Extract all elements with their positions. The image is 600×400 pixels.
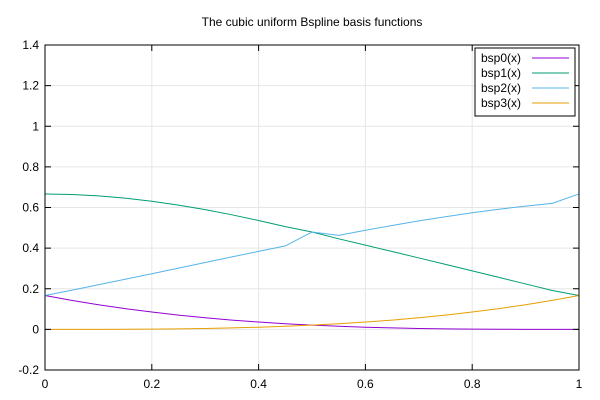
legend-label: bsp2(x): [481, 81, 521, 95]
series-line-bsp2x: [44, 193, 580, 297]
x-tick-label: 0: [42, 377, 49, 391]
y-tick-label: 0.4: [22, 241, 39, 255]
y-tick-label: 1.2: [22, 79, 39, 93]
axis-ticks: 0 0.2 0.4 0.6 0.8 1-0.200.20.40.60.811.21.4: [18, 38, 582, 391]
chart-title: The cubic uniform Bspline basis function…: [202, 15, 423, 29]
legend: bsp0(x)bsp1(x)bsp2(x)bsp3(x): [474, 47, 576, 117]
y-tick-label: 0.6: [22, 201, 39, 215]
x-tick-label: 1: [576, 377, 583, 391]
x-tick-label: 0.8: [464, 377, 481, 391]
series-line-bsp3x: [44, 295, 580, 330]
legend-box: [474, 47, 576, 117]
x-tick-label: 0.6: [357, 377, 374, 391]
legend-label: bsp1(x): [481, 66, 521, 80]
y-tick-label: 0.8: [22, 160, 39, 174]
y-tick-label: 1.4: [22, 38, 39, 52]
x-tick-label: 0.2: [143, 377, 160, 391]
series-lines: [44, 193, 580, 330]
y-tick-label: 1: [32, 119, 39, 133]
legend-label: bsp0(x): [481, 51, 521, 65]
y-tick-label: -0.2: [18, 363, 39, 377]
y-tick-label: 0: [32, 322, 39, 336]
y-tick-label: 0.2: [22, 282, 39, 296]
series-line-bsp0x: [44, 295, 580, 330]
x-tick-label: 0.4: [250, 377, 267, 391]
legend-label: bsp3(x): [481, 96, 521, 110]
